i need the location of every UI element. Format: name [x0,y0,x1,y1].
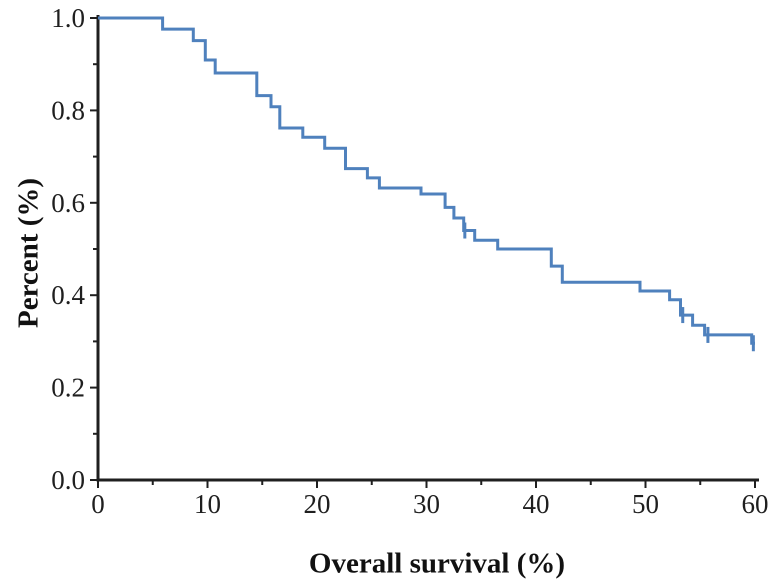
y-tick-label: 0.8 [51,95,85,125]
x-tick-label: 60 [742,489,768,519]
x-tick-label: 10 [194,489,221,519]
x-tick-label: 40 [523,489,550,519]
y-tick-label: 0.6 [51,188,85,218]
y-tick-label: 1.0 [51,3,85,33]
x-tick-label: 0 [91,489,105,519]
km-survival-curve [98,16,755,345]
y-tick-label: 0.2 [51,373,85,403]
x-tick-label: 20 [304,489,331,519]
y-tick-label: 0.4 [51,280,85,310]
y-tick-label: 0.0 [51,465,85,495]
x-axis-title: Overall survival (%) [308,547,566,580]
x-tick-label: 30 [413,489,440,519]
y-axis-title: Percent (%) [12,177,45,329]
x-tick-label: 50 [632,489,659,519]
